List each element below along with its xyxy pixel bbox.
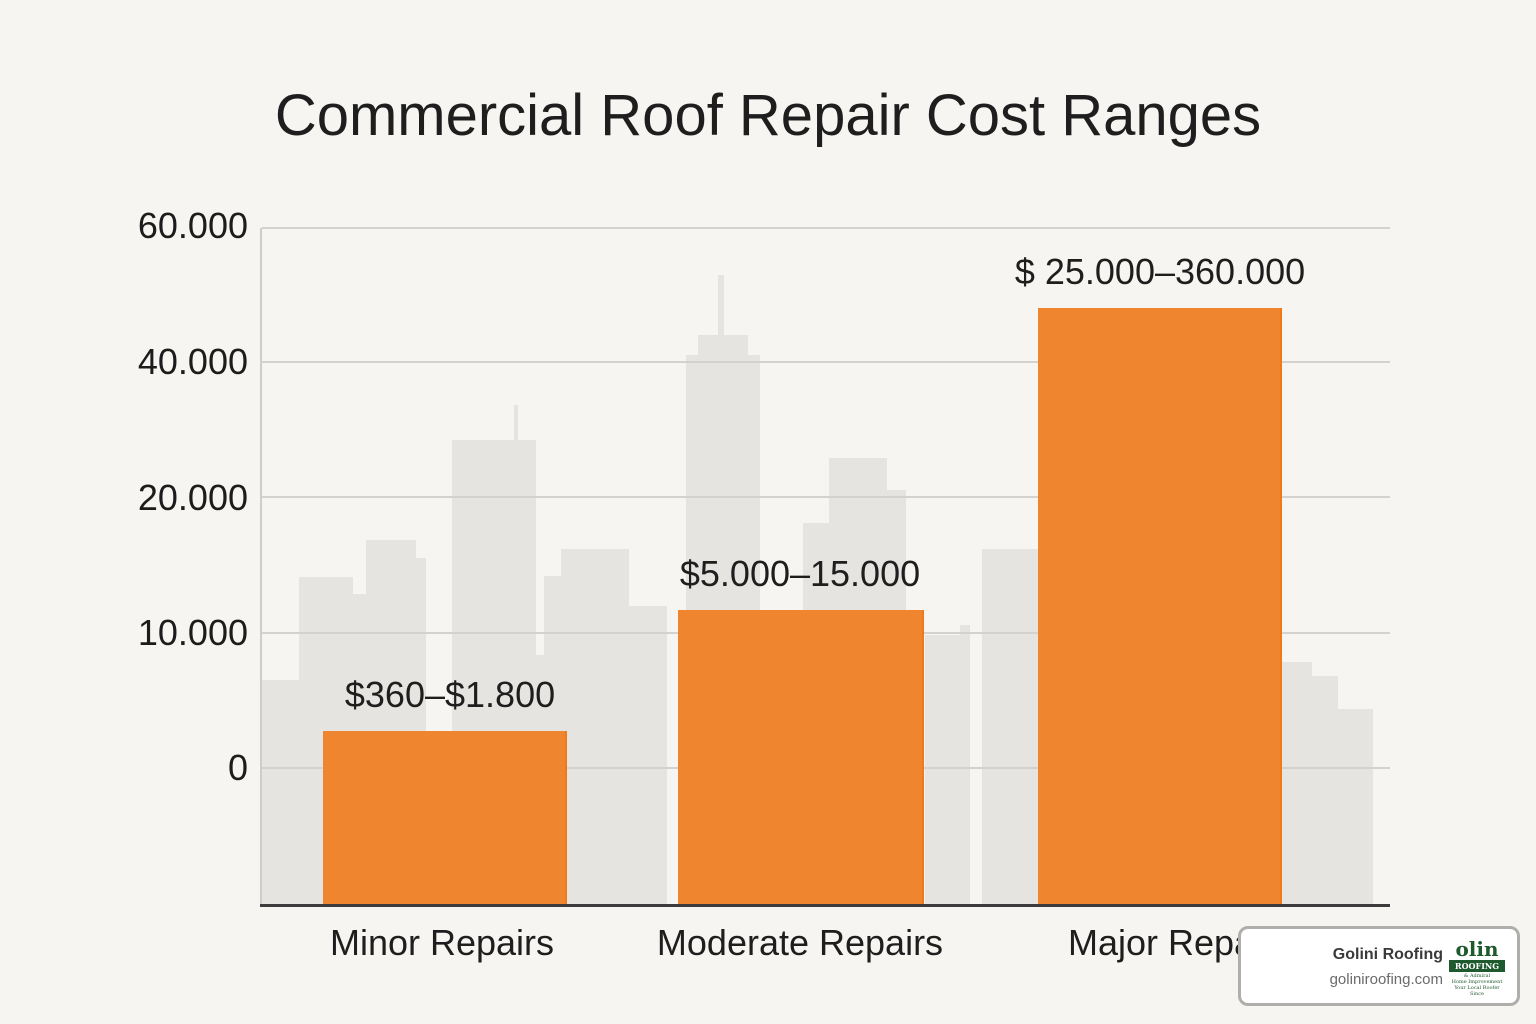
gridline-60000 <box>262 227 1390 229</box>
brand-logo-icon: olin ROOFING & Admiral Home Improvement … <box>1449 939 1505 997</box>
bar-minor-repairs <box>323 731 567 905</box>
x-axis <box>260 904 1390 907</box>
gridline-20000 <box>262 496 1390 498</box>
logo-band: ROOFING <box>1449 960 1505 972</box>
watermark-badge: Golini Roofing goliniroofing.com olin RO… <box>1238 926 1520 1006</box>
brand-name: Golini Roofing <box>1332 946 1443 963</box>
y-tick-label: 40.000 <box>137 341 248 382</box>
y-tick-label: 20.000 <box>137 477 248 518</box>
logo-line: Home Improvement <box>1451 979 1503 985</box>
brand-url: goliniroofing.com <box>1329 971 1443 988</box>
logo-line: Your Local Roofer Since <box>1454 985 1500 997</box>
logo-text: olin <box>1455 937 1499 961</box>
bar-moderate-repairs <box>678 610 924 905</box>
bar-value-label: $360–$1.800 <box>344 674 556 715</box>
bar-value-label: $ 25.000–360.000 <box>1014 251 1306 292</box>
logo-line: & Admiral <box>1463 973 1491 979</box>
bar-value-label: $5.000–15.000 <box>679 553 921 594</box>
y-tick-label: 10.000 <box>137 612 248 653</box>
y-tick-label: 0 <box>227 747 248 788</box>
x-tick-label: Minor Repairs <box>329 922 555 963</box>
bar-major-repairs <box>1038 308 1282 905</box>
gridline-40000 <box>262 361 1390 363</box>
x-tick-label: Moderate Repairs <box>656 922 944 963</box>
chart-title: Commercial Roof Repair Cost Ranges <box>274 83 1262 148</box>
y-tick-label: 60.000 <box>137 205 248 246</box>
y-axis <box>260 228 262 906</box>
